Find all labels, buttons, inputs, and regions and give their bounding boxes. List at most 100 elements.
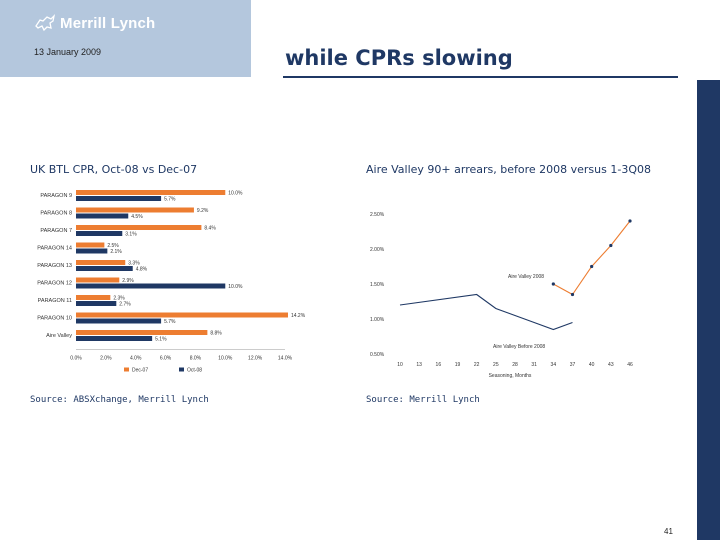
y-tick-label: 1.50% bbox=[370, 282, 385, 288]
bar-value-label: 8.8% bbox=[210, 331, 222, 337]
bar-value-label: 2.9% bbox=[122, 278, 134, 284]
x-tick-label: 14.0% bbox=[278, 356, 293, 362]
right-accent-bar bbox=[697, 80, 720, 540]
x-axis-title: Seasoning, Months bbox=[489, 373, 532, 379]
x-tick-label: 13 bbox=[416, 362, 422, 368]
x-tick-label: 10 bbox=[397, 362, 403, 368]
legend-swatch-dec-07 bbox=[124, 367, 129, 372]
title-underline bbox=[283, 76, 678, 78]
bar-value-label: 10.0% bbox=[228, 284, 243, 290]
legend-label: Oct-08 bbox=[187, 368, 202, 374]
logo-text: Merrill Lynch bbox=[60, 14, 156, 32]
bar-oct-08 bbox=[76, 248, 108, 254]
page-number: 41 bbox=[664, 527, 673, 536]
bar-category-label: PARAGON 12 bbox=[37, 281, 72, 287]
bar-category-label: PARAGON 11 bbox=[38, 298, 72, 304]
x-tick-label: 46 bbox=[627, 362, 633, 368]
left-chart-title: UK BTL CPR, Oct-08 vs Dec-07 bbox=[30, 163, 198, 176]
bar-oct-08 bbox=[76, 266, 133, 271]
bar-value-label: 9.2% bbox=[197, 208, 209, 214]
bar-value-label: 3.1% bbox=[125, 232, 137, 238]
x-tick-label: 2.0% bbox=[100, 356, 112, 362]
x-tick-label: 25 bbox=[493, 362, 499, 368]
bar-category-label: PARAGON 14 bbox=[37, 246, 72, 252]
report-date: 13 January 2009 bbox=[34, 47, 102, 57]
bar-category-label: PARAGON 7 bbox=[40, 228, 72, 234]
logo: Merrill Lynch bbox=[34, 12, 155, 34]
bar-value-label: 4.8% bbox=[136, 267, 148, 273]
legend-label: Dec-07 bbox=[132, 368, 148, 374]
bar-value-label: 10.0% bbox=[228, 191, 243, 197]
bar-category-label: PARAGON 13 bbox=[37, 263, 72, 269]
x-tick-label: 10.0% bbox=[218, 356, 233, 362]
bar-value-label: 5.7% bbox=[164, 319, 176, 325]
bar-value-label: 3.3% bbox=[128, 261, 140, 267]
y-tick-label: 1.00% bbox=[370, 317, 385, 323]
bar-dec-07 bbox=[76, 242, 105, 248]
bar-value-label: 14.2% bbox=[291, 313, 306, 319]
x-tick-label: 4.0% bbox=[130, 356, 142, 362]
left-chart-source: Source: ABSXchange, Merrill Lynch bbox=[30, 395, 209, 405]
series-point-2008 bbox=[551, 282, 555, 286]
x-tick-label: 0.0% bbox=[70, 356, 82, 362]
x-tick-label: 31 bbox=[531, 362, 537, 368]
bar-oct-08 bbox=[76, 231, 123, 236]
bar-dec-07 bbox=[76, 312, 288, 318]
bar-dec-07 bbox=[76, 207, 194, 213]
bar-dec-07 bbox=[76, 225, 202, 230]
x-tick-label: 37 bbox=[570, 362, 576, 368]
x-tick-label: 22 bbox=[474, 362, 480, 368]
header-brand-box: Merrill Lynch 13 January 2009 bbox=[0, 0, 251, 77]
y-tick-label: 2.00% bbox=[370, 247, 385, 253]
bar-category-label: PARAGON 9 bbox=[40, 193, 72, 199]
series-point-2008 bbox=[628, 219, 632, 223]
x-tick-label: 12.0% bbox=[248, 356, 263, 362]
series-line-before-2008 bbox=[399, 293, 573, 331]
right-chart-title: Aire Valley 90+ arrears, before 2008 ver… bbox=[366, 163, 651, 176]
bar-dec-07 bbox=[76, 330, 208, 335]
bar-oct-08 bbox=[76, 196, 162, 201]
x-tick-label: 16 bbox=[436, 362, 442, 368]
bar-value-label: 2.5% bbox=[107, 243, 119, 249]
x-tick-label: 19 bbox=[455, 362, 461, 368]
x-tick-label: 40 bbox=[589, 362, 595, 368]
legend-swatch-oct-08 bbox=[179, 367, 184, 372]
bar-oct-08 bbox=[76, 336, 153, 341]
x-tick-label: 8.0% bbox=[190, 356, 202, 362]
bar-value-label: 8.4% bbox=[204, 226, 216, 232]
bar-dec-07 bbox=[76, 260, 126, 265]
bar-category-label: PARAGON 8 bbox=[40, 211, 72, 217]
right-chart-source: Source: Merrill Lynch bbox=[366, 395, 480, 405]
y-tick-label: 0.50% bbox=[370, 352, 385, 358]
x-tick-label: 34 bbox=[551, 362, 557, 368]
arrears-line-chart: 0.50% 1.00% 1.50% 2.00% 2.50% 10 13 16 19 22 25 28 3… bbox=[370, 212, 633, 379]
x-tick-label: 28 bbox=[512, 362, 518, 368]
bar-oct-08 bbox=[76, 318, 162, 324]
bar-dec-07 bbox=[76, 190, 226, 195]
bar-value-label: 5.7% bbox=[164, 197, 176, 203]
bar-value-label: 4.5% bbox=[131, 214, 143, 220]
bar-category-label: Aire Valley bbox=[46, 333, 72, 339]
bull-logo-icon bbox=[35, 14, 56, 32]
series-point-2008 bbox=[609, 243, 613, 248]
series-point-2008 bbox=[570, 292, 575, 297]
bar-category-label: PARAGON 10 bbox=[37, 316, 72, 322]
bar-dec-07 bbox=[76, 277, 120, 283]
y-tick-label: 2.50% bbox=[370, 212, 385, 218]
page-title: while CPRs slowing bbox=[285, 46, 513, 70]
bar-oct-08 bbox=[76, 283, 226, 289]
bar-oct-08 bbox=[76, 213, 129, 219]
x-tick-label: 43 bbox=[608, 362, 614, 368]
annotation-aire-valley-before-2008: Aire Valley Before 2008 bbox=[493, 344, 545, 350]
x-tick-label: 6.0% bbox=[160, 356, 172, 362]
cpr-bar-chart: PARAGON 9 5.7% 10.0% PARAGON 8 4.5% 9.2% PARAG… bbox=[37, 190, 306, 374]
bar-value-label: 2.7% bbox=[119, 302, 131, 308]
series-point-2008 bbox=[590, 264, 594, 269]
bar-value-label: 2.1% bbox=[110, 249, 122, 255]
bar-oct-08 bbox=[76, 301, 117, 306]
bar-value-label: 5.1% bbox=[155, 337, 167, 343]
series-line-2008 bbox=[553, 220, 631, 296]
bar-value-label: 2.3% bbox=[113, 296, 125, 302]
annotation-aire-valley-2008: Aire Valley 2008 bbox=[508, 274, 544, 280]
bar-dec-07 bbox=[76, 295, 111, 300]
